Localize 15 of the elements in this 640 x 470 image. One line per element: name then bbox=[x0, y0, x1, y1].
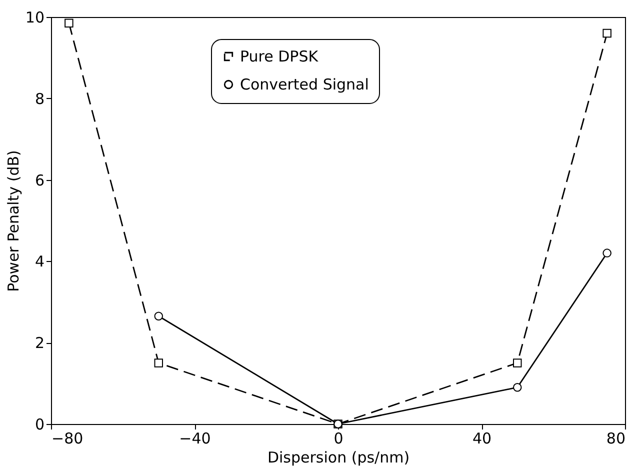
legend-label: Pure DPSK bbox=[240, 48, 320, 66]
x-axis-title: Dispersion (ps/nm) bbox=[267, 448, 410, 466]
y-tick-label: 6 bbox=[34, 171, 44, 190]
y-tick-label: 10 bbox=[25, 8, 44, 26]
y-tick-label: 0 bbox=[34, 416, 44, 434]
x-tick-label: 0 bbox=[334, 430, 344, 448]
legend-label: Converted Signal bbox=[240, 76, 369, 94]
x-tick-label: −40 bbox=[179, 430, 211, 448]
x-tick-label: −80 bbox=[52, 430, 84, 448]
y-tick-label: 2 bbox=[34, 334, 44, 352]
y-tick-label: 8 bbox=[34, 90, 44, 108]
y-axis-title: Power Penalty (dB) bbox=[4, 150, 22, 292]
x-tick-label: 80 bbox=[606, 430, 626, 448]
y-tick-label: 4 bbox=[34, 252, 44, 271]
x-tick-label: 40 bbox=[472, 430, 492, 448]
